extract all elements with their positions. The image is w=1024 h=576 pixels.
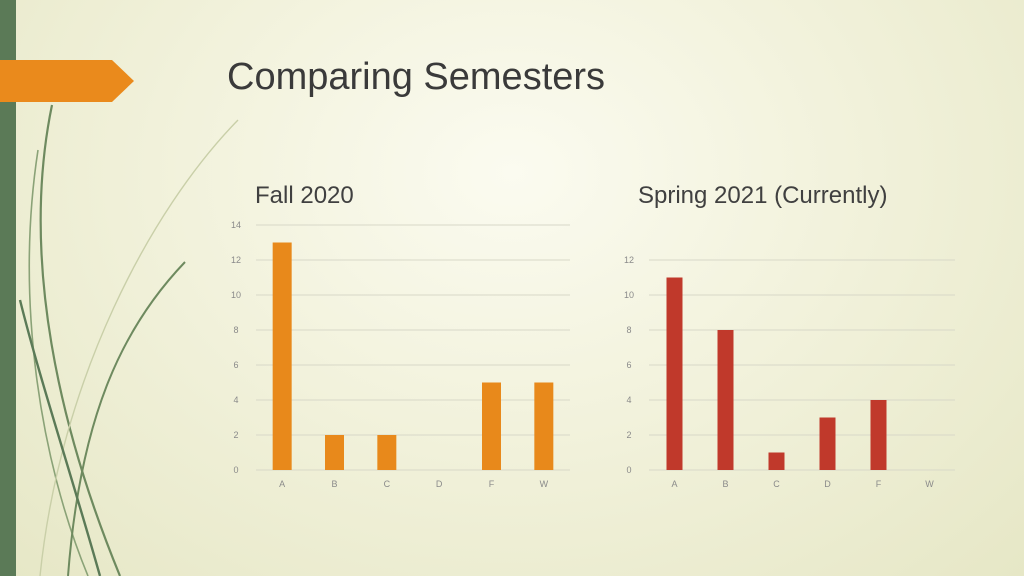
fall-y-tick-label: 4 [233, 395, 238, 405]
fall-x-tick-label: C [384, 479, 391, 489]
fall-y-tick-label: 0 [233, 465, 238, 475]
spring-x-tick-label: W [925, 479, 934, 489]
spring-x-tick-label: C [773, 479, 780, 489]
spring-x-tick-label: B [722, 479, 728, 489]
fall-bar-A [272, 242, 292, 470]
spring-y-tick-label: 10 [624, 290, 634, 300]
fall-bar-F [482, 382, 501, 470]
spring-y-tick-label: 6 [626, 360, 631, 370]
fall-x-tick-label: D [436, 479, 443, 489]
spring-x-tick-label: F [876, 479, 882, 489]
spring-2021-bar-chart: 0 2 4 6 8 10 12 A B C D F W [624, 255, 955, 489]
spring-bar-B [717, 330, 734, 470]
spring-x-tick-label: D [824, 479, 831, 489]
chart-title-spring-2021: Spring 2021 (Currently) [638, 182, 888, 209]
fall-y-tick-label: 10 [231, 290, 241, 300]
chart-title-fall-2020: Fall 2020 [255, 182, 354, 209]
spring-bar-A [666, 277, 683, 470]
fall-bar-B [325, 435, 344, 470]
fall-bar-W [534, 382, 554, 470]
spring-y-tick-label: 4 [626, 395, 631, 405]
title-accent-arrow [0, 60, 134, 102]
spring-x-tick-label: A [671, 479, 677, 489]
fall-bar-C [377, 435, 397, 470]
fall-x-tick-label: F [489, 479, 495, 489]
fall-y-tick-label: 14 [231, 220, 241, 230]
fall-y-tick-label: 2 [233, 430, 238, 440]
spring-y-tick-label: 8 [626, 325, 631, 335]
spring-y-tick-label: 0 [626, 465, 631, 475]
spring-y-tick-label: 2 [626, 430, 631, 440]
fall-2020-bar-chart: 0 2 4 6 8 10 12 14 A B C D F W [231, 220, 570, 489]
left-accent-bar [0, 0, 16, 576]
fall-y-tick-label: 12 [231, 255, 241, 265]
spring-bar-D [819, 417, 836, 470]
fall-x-tick-label: B [331, 479, 337, 489]
spring-y-tick-label: 12 [624, 255, 634, 265]
slide-title: Comparing Semesters [227, 56, 606, 98]
fall-x-tick-label: A [279, 479, 285, 489]
decorative-grass-lines [18, 104, 239, 576]
fall-y-tick-label: 8 [233, 325, 238, 335]
fall-y-tick-label: 6 [233, 360, 238, 370]
spring-bar-C [768, 452, 785, 470]
fall-x-tick-label: W [540, 479, 549, 489]
spring-bar-F [870, 400, 887, 470]
